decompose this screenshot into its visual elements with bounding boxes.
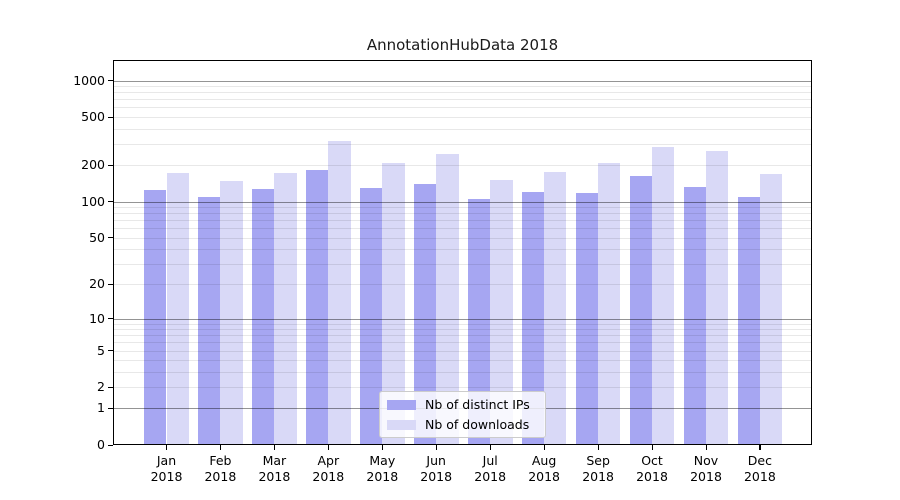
x-tick-year-jun: 2018 <box>420 468 453 484</box>
x-tick-label-jul: Jul 2018 <box>462 453 518 484</box>
y-tick-label-2: 2 <box>97 379 105 394</box>
x-tick-year-mar: 2018 <box>258 468 291 484</box>
y-tick-label-10: 10 <box>89 310 105 326</box>
legend-entry-downloads: Nb of downloads <box>387 417 538 432</box>
x-tick-mark-nov <box>705 445 707 450</box>
bar-nb-of-distinct-ips-nov <box>683 186 706 445</box>
chart-title: AnnotationHubData 2018 <box>366 36 559 54</box>
x-tick-label-may: May 2018 <box>354 453 410 484</box>
y-tick-mark-500 <box>108 116 113 118</box>
x-tick-label-oct: Oct 2018 <box>624 453 680 484</box>
y-tick-label-50: 50 <box>89 229 105 245</box>
legend-label-distinct-ips: Nb of distinct IPs <box>425 397 530 412</box>
y-tick-label-5: 5 <box>97 342 105 358</box>
x-tick-year-may: 2018 <box>366 468 399 484</box>
x-tick-year-sep: 2018 <box>582 468 614 484</box>
bar-nb-of-distinct-ips-dec <box>737 197 760 445</box>
y-tick-mark-2 <box>108 386 113 388</box>
bar-nb-of-distinct-ips-feb <box>198 196 221 445</box>
x-tick-year-aug: 2018 <box>528 468 560 484</box>
bar-nb-of-distinct-ips-mar <box>252 189 275 445</box>
bar-nb-of-distinct-ips-may <box>359 188 383 445</box>
y-tick-mark-5 <box>108 350 113 352</box>
x-tick-mark-mar <box>273 445 276 450</box>
y-tick-label-0: 0 <box>97 437 105 452</box>
x-tick-year-dec: 2018 <box>743 468 776 484</box>
legend: Nb of distinct IPs Nb of downloads <box>379 391 546 438</box>
y-tick-mark-50 <box>108 237 113 239</box>
bars-layer <box>113 60 812 445</box>
bar-nb-of-downloads-dec <box>759 174 783 445</box>
legend-entry-distinct-ips: Nb of distinct IPs <box>387 397 538 412</box>
bar-nb-of-distinct-ips-jun <box>413 183 437 445</box>
y-tick-mark-0 <box>108 444 113 446</box>
y-tick-label-200: 200 <box>81 157 105 173</box>
bar-nb-of-downloads-nov <box>706 150 729 445</box>
bar-nb-of-downloads-jul <box>490 179 513 445</box>
x-tick-mark-jan <box>166 445 168 450</box>
bar-nb-of-downloads-aug <box>544 171 567 445</box>
bar-nb-of-downloads-jun <box>436 154 459 445</box>
x-tick-label-jan: Jan 2018 <box>139 453 195 484</box>
y-tick-mark-100 <box>108 201 113 203</box>
bar-nb-of-distinct-ips-aug <box>521 192 545 445</box>
bar-nb-of-distinct-ips-jan <box>144 190 167 445</box>
bar-nb-of-distinct-ips-jul <box>467 199 491 445</box>
x-tick-mark-apr <box>327 445 329 450</box>
y-tick-label-20: 20 <box>89 276 105 292</box>
y-tick-mark-20 <box>108 283 113 286</box>
y-tick-mark-10 <box>108 318 113 320</box>
x-tick-mark-dec <box>759 445 761 450</box>
bar-nb-of-downloads-feb <box>220 180 243 445</box>
bar-nb-of-downloads-jan <box>166 173 189 445</box>
x-tick-mark-sep <box>597 445 599 450</box>
bar-nb-of-downloads-mar <box>274 172 297 445</box>
y-tick-mark-1 <box>108 407 113 410</box>
x-tick-label-sep: Sep 2018 <box>570 453 626 484</box>
x-tick-year-apr: 2018 <box>312 468 345 484</box>
bar-nb-of-downloads-may <box>382 163 405 445</box>
x-tick-mark-oct <box>651 445 653 450</box>
y-tick-label-100: 100 <box>81 193 105 209</box>
x-tick-year-jul: 2018 <box>474 468 507 484</box>
plot-area <box>113 60 812 445</box>
bar-nb-of-downloads-apr <box>328 140 351 445</box>
x-tick-label-dec: Dec 2018 <box>732 453 788 484</box>
x-tick-label-feb: Feb 2018 <box>192 453 248 484</box>
bar-nb-of-distinct-ips-apr <box>305 169 329 445</box>
x-tick-mark-jul <box>489 445 491 450</box>
x-tick-mark-may <box>381 445 383 450</box>
legend-swatch-distinct-ips <box>387 399 416 410</box>
y-tick-label-500: 500 <box>81 109 105 124</box>
x-tick-year-feb: 2018 <box>204 468 237 484</box>
x-tick-year-oct: 2018 <box>636 468 668 484</box>
legend-label-downloads: Nb of downloads <box>425 417 530 432</box>
x-tick-label-mar: Mar 2018 <box>246 453 302 484</box>
y-tick-label-1: 1 <box>97 400 105 416</box>
bar-nb-of-distinct-ips-sep <box>575 192 599 445</box>
x-tick-mark-feb <box>219 445 222 450</box>
x-tick-mark-aug <box>543 445 545 450</box>
y-tick-label-1000: 1000 <box>73 72 105 88</box>
bar-nb-of-downloads-sep <box>598 163 621 445</box>
x-tick-label-jun: Jun 2018 <box>408 453 464 484</box>
x-tick-label-aug: Aug 2018 <box>516 453 572 484</box>
x-tick-label-nov: Nov 2018 <box>678 453 734 484</box>
x-tick-year-nov: 2018 <box>690 468 722 484</box>
y-tick-mark-1000 <box>108 80 113 82</box>
y-tick-mark-200 <box>108 164 113 166</box>
x-tick-year-jan: 2018 <box>150 468 183 484</box>
bar-nb-of-distinct-ips-oct <box>629 175 652 445</box>
bar-nb-of-downloads-oct <box>652 147 675 445</box>
x-tick-label-apr: Apr 2018 <box>300 453 356 484</box>
x-tick-mark-jun <box>435 445 437 450</box>
legend-swatch-downloads <box>387 419 416 430</box>
